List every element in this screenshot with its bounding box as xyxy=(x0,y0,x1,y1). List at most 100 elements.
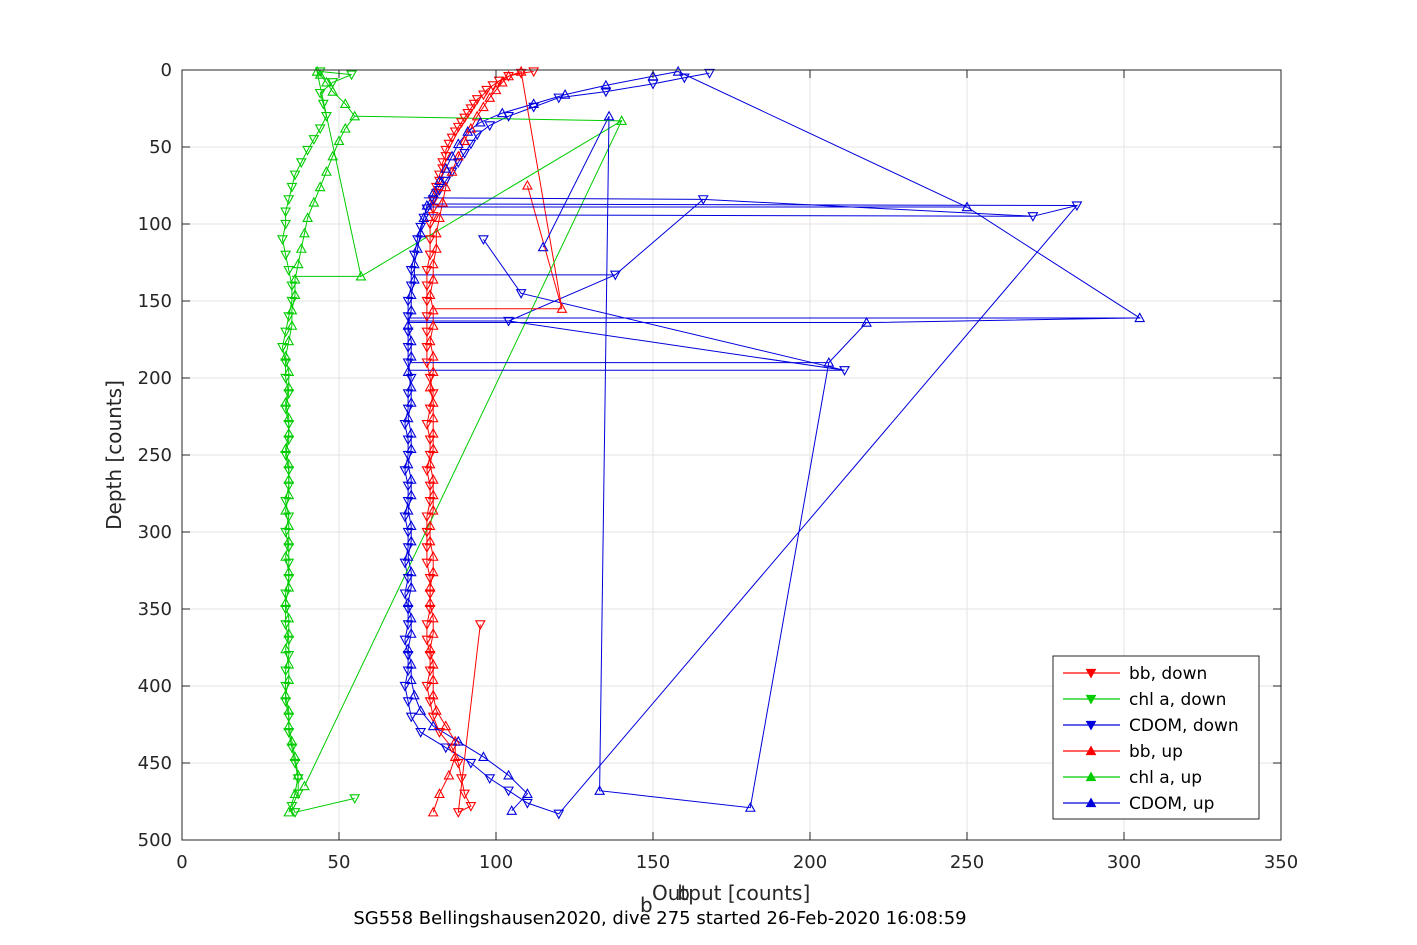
data-point-marker xyxy=(496,76,508,87)
data-point-marker xyxy=(440,181,452,192)
data-point-marker xyxy=(280,327,292,338)
data-point-marker xyxy=(446,743,458,754)
data-point-marker xyxy=(424,404,436,415)
data-point-marker xyxy=(415,222,427,233)
y-tick-label: 100 xyxy=(138,214,172,235)
data-point-marker xyxy=(299,227,310,238)
x-tick-label: 300 xyxy=(1107,852,1141,873)
data-point-marker xyxy=(283,543,295,554)
data-point-marker xyxy=(283,628,295,638)
data-point-marker xyxy=(283,266,295,276)
data-point-marker xyxy=(443,139,455,150)
data-point-marker xyxy=(528,67,540,78)
data-point-marker xyxy=(283,728,295,738)
legend-marker xyxy=(1085,771,1097,782)
data-point-marker xyxy=(421,558,433,569)
data-point-marker xyxy=(424,697,436,708)
data-point-marker xyxy=(402,404,414,415)
data-point-marker xyxy=(427,443,439,453)
data-point-marker xyxy=(421,635,433,646)
x-tick-label: 0 xyxy=(176,852,187,873)
legend-entry-label: CDOM, down xyxy=(1129,716,1239,736)
data-point-marker xyxy=(412,243,423,253)
data-point-marker xyxy=(594,785,606,795)
data-point-marker xyxy=(402,458,414,469)
data-point-marker xyxy=(471,95,483,105)
data-point-marker xyxy=(283,806,295,817)
data-point-marker xyxy=(823,356,835,367)
data-point-marker xyxy=(528,98,540,109)
data-point-marker xyxy=(430,705,442,715)
data-point-marker xyxy=(405,335,417,346)
data-point-marker xyxy=(424,581,436,592)
series-line xyxy=(407,70,1142,812)
data-point-marker xyxy=(289,788,301,798)
data-point-marker xyxy=(321,76,332,87)
data-point-marker xyxy=(421,343,433,353)
data-point-marker xyxy=(427,551,439,561)
data-point-marker xyxy=(412,235,423,246)
data-point-marker xyxy=(280,604,292,615)
data-point-marker xyxy=(478,235,489,246)
data-point-marker xyxy=(427,504,439,515)
data-point-marker xyxy=(283,705,295,715)
data-point-marker xyxy=(430,227,442,238)
data-point-marker xyxy=(283,458,295,469)
data-point-marker xyxy=(424,219,436,230)
y-tick-label: 450 xyxy=(138,753,172,774)
x-tick-label: 100 xyxy=(479,852,513,873)
data-point-marker xyxy=(327,85,339,96)
legend-entry-label: bb, down xyxy=(1129,664,1207,684)
data-point-marker xyxy=(424,497,436,507)
data-point-marker xyxy=(292,258,304,269)
y-tick-label: 50 xyxy=(149,137,172,158)
data-point-marker xyxy=(609,270,621,281)
data-point-marker xyxy=(462,125,474,136)
data-point-marker xyxy=(283,712,295,723)
data-point-marker xyxy=(295,243,307,253)
data-point-marker xyxy=(283,366,295,376)
data-point-marker xyxy=(424,289,436,299)
data-point-marker xyxy=(405,658,417,669)
data-point-marker xyxy=(280,373,292,384)
data-point-marker xyxy=(424,450,436,461)
data-point-marker xyxy=(427,187,439,198)
data-point-marker xyxy=(308,135,320,145)
data-point-marker xyxy=(314,88,326,99)
data-point-marker xyxy=(405,397,417,407)
data-point-marker xyxy=(484,121,496,132)
data-point-marker xyxy=(421,199,433,210)
data-point-marker xyxy=(280,597,292,607)
data-point-marker xyxy=(283,558,295,569)
data-point-marker xyxy=(402,481,414,492)
data-point-marker xyxy=(408,273,420,284)
data-point-marker xyxy=(1134,312,1146,323)
data-point-marker xyxy=(421,620,433,631)
data-point-marker xyxy=(405,474,417,484)
data-point-marker xyxy=(434,788,445,798)
data-point-marker xyxy=(299,780,310,791)
data-point-marker xyxy=(459,135,471,145)
data-point-marker xyxy=(434,170,445,181)
data-point-marker xyxy=(405,281,417,292)
data-point-marker xyxy=(399,512,411,523)
data-point-marker xyxy=(424,597,436,607)
data-point-marker xyxy=(481,85,493,96)
legend: bb, down chl a, down CDOM, down bb, up chl a… xyxy=(1052,655,1260,820)
data-point-marker xyxy=(440,720,452,731)
y-tick-label: 500 xyxy=(138,830,172,851)
data-point-marker xyxy=(405,581,417,592)
data-point-marker xyxy=(553,809,565,820)
data-point-marker xyxy=(280,358,292,369)
data-point-marker xyxy=(559,89,571,99)
data-point-marker xyxy=(283,389,295,400)
data-point-marker xyxy=(427,412,439,423)
data-point-marker xyxy=(314,68,326,79)
x-axis-label-subscript: b xyxy=(640,893,653,917)
data-point-marker xyxy=(427,397,439,407)
data-point-marker xyxy=(292,769,304,780)
data-point-marker xyxy=(283,574,295,584)
data-point-marker xyxy=(408,250,420,261)
legend-entry-label: chl a, down xyxy=(1129,690,1226,710)
